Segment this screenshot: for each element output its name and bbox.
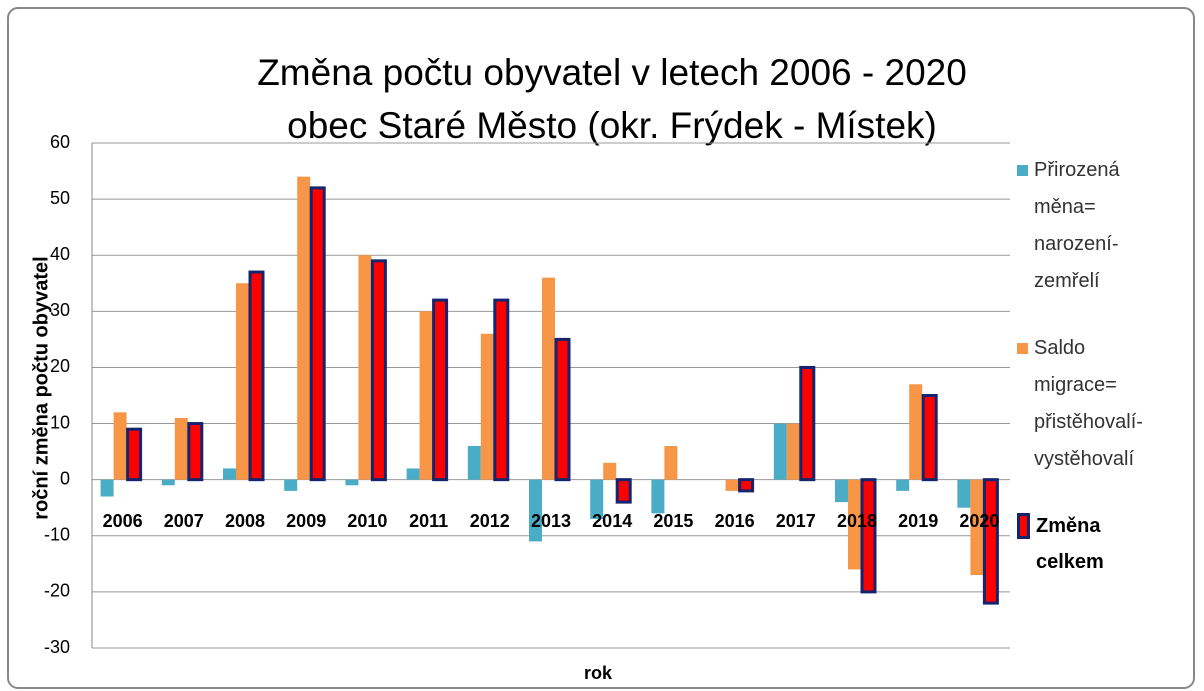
- bar: [773, 423, 787, 480]
- x-tick-label: 2011: [409, 511, 448, 531]
- legend-label: Saldo migrace= přistěhovalí-vystěhovalí: [1034, 337, 1143, 470]
- x-tick-label: 2016: [715, 511, 755, 531]
- bar: [554, 337, 571, 482]
- bar: [542, 277, 555, 480]
- bar: [248, 270, 265, 482]
- legend: Přirozená měna= narození-zemřelí Saldo mi…: [1017, 152, 1167, 610]
- chart-title: Změna počtu obyvatel v letech 2006 - 202…: [257, 52, 967, 93]
- legend-swatch: [1017, 343, 1028, 354]
- x-tick-label: 2017: [776, 511, 816, 531]
- bar: [480, 333, 494, 480]
- bar: [896, 479, 910, 491]
- x-tick-label: 2015: [653, 511, 693, 531]
- bar: [358, 255, 372, 480]
- bar: [223, 468, 236, 480]
- bar: [725, 479, 739, 491]
- y-tick-label: 30: [50, 300, 70, 320]
- y-tick-label: 10: [50, 412, 70, 432]
- x-tick-label: 2020: [959, 511, 999, 531]
- bar: [161, 479, 175, 486]
- y-tick-label: -10: [44, 525, 70, 545]
- bar: [493, 298, 510, 482]
- bar: [284, 479, 298, 491]
- bar: [835, 479, 848, 503]
- bar: [957, 479, 971, 508]
- bar: [174, 417, 188, 480]
- x-tick-label: 2019: [898, 511, 938, 531]
- bar: [113, 412, 127, 480]
- bar: [590, 479, 604, 519]
- bar: [467, 446, 481, 480]
- x-axis-label: rok: [584, 663, 613, 683]
- bar: [419, 311, 433, 480]
- legend-swatch: [1017, 513, 1030, 539]
- bar: [345, 479, 359, 486]
- x-tick-label: 2018: [837, 511, 877, 531]
- legend-label: Změna celkem: [1036, 515, 1104, 573]
- y-axis-label: roční změna počtu obyvatel: [30, 256, 52, 519]
- bar: [860, 478, 877, 594]
- bar: [126, 427, 143, 482]
- bar: [738, 478, 755, 493]
- bar: [921, 394, 938, 482]
- bar: [309, 186, 326, 482]
- y-tick-label: 50: [50, 188, 70, 208]
- bar: [909, 384, 923, 480]
- bar: [799, 365, 816, 482]
- bar: [297, 176, 311, 480]
- x-tick-label: 2012: [470, 511, 510, 531]
- bar: [651, 479, 665, 514]
- bar: [187, 422, 204, 482]
- y-tick-label: 0: [60, 468, 70, 488]
- y-tick-label: -30: [44, 637, 70, 657]
- bar: [100, 479, 114, 497]
- bar: [529, 479, 542, 542]
- y-tick-label: 60: [50, 132, 70, 152]
- legend-entry: Změna celkem: [1017, 508, 1167, 580]
- bar: [664, 446, 678, 480]
- bar: [848, 479, 861, 570]
- legend-entry: Přirozená měna= narození-zemřelí: [1017, 152, 1167, 300]
- y-tick-label: 40: [50, 244, 70, 264]
- bar: [615, 478, 632, 504]
- bar: [406, 468, 420, 480]
- legend-entry: Saldo migrace= přistěhovalí-vystěhovalí: [1017, 330, 1167, 478]
- y-tick-label: -20: [44, 581, 70, 601]
- x-tick-label: 2013: [531, 511, 571, 531]
- x-tick-label: 2010: [347, 511, 387, 531]
- x-tick-label: 2009: [286, 511, 326, 531]
- y-tick-label: 20: [50, 356, 70, 376]
- chart-subtitle: obec Staré Město (okr. Frýdek - Místek): [287, 105, 937, 146]
- bar: [982, 478, 999, 605]
- bar: [786, 423, 800, 480]
- bar: [970, 479, 984, 576]
- x-tick-label: 2008: [225, 511, 265, 531]
- bar: [432, 298, 449, 482]
- bar: [603, 462, 617, 480]
- bar: [236, 283, 249, 480]
- x-tick-label: 2007: [164, 511, 204, 531]
- x-tick-label: 2014: [592, 511, 632, 531]
- x-tick-label: 2006: [103, 511, 143, 531]
- bar: [370, 259, 387, 482]
- legend-label: Přirozená měna= narození-zemřelí: [1034, 159, 1120, 292]
- legend-swatch: [1017, 165, 1028, 176]
